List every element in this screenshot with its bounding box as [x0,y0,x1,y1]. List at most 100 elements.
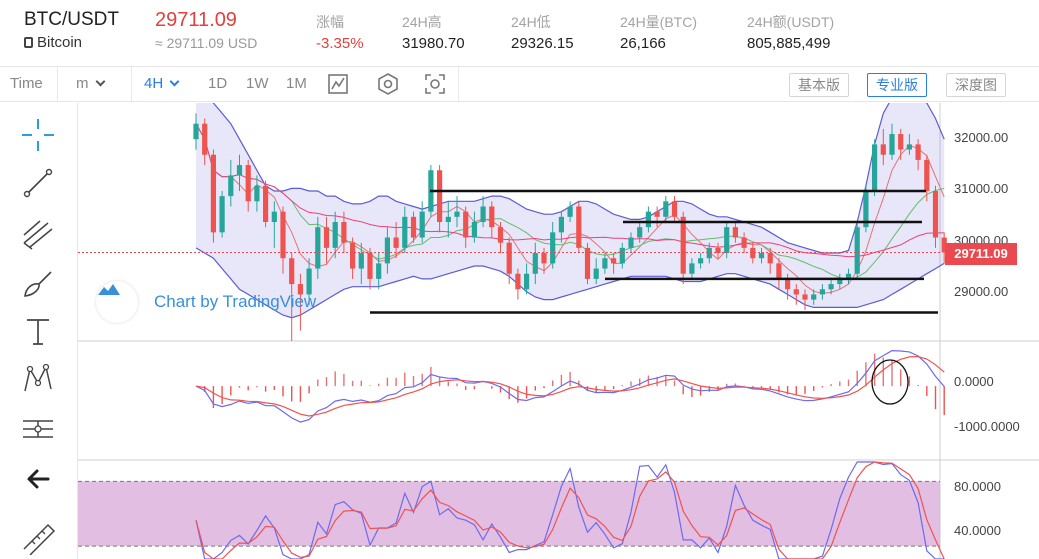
drawing-toolbar [0,103,78,559]
ma-slow-line [195,123,945,258]
candle-body [654,211,660,217]
candle-body [437,170,443,222]
candle-body [306,268,312,295]
candle-body [393,237,399,248]
candle-body [297,284,303,295]
candle-body [506,242,512,274]
candle-body [358,253,364,269]
macd-dea-line [195,355,945,417]
back-arrow-icon[interactable] [18,459,58,499]
candle-body [819,289,825,295]
ruler-icon[interactable] [18,515,58,555]
candle-body [776,263,782,279]
interval-4h-label: 4H [144,75,164,92]
brush-icon[interactable] [18,263,58,303]
candle-body [541,253,547,264]
coin-icon [24,37,33,48]
candle-body [350,242,356,269]
coin-name: Bitcoin [24,34,82,51]
candle-body [228,175,234,197]
candle-body [611,258,617,264]
candle-body [750,247,756,259]
candle-body [471,222,477,238]
candle-body [445,216,451,222]
candle-body [497,227,504,243]
candle-body [410,216,417,238]
candle-body [854,227,860,274]
chevron-down-icon [95,76,105,87]
view-basic-button[interactable]: 基本版 [789,73,849,97]
price-usd: ≈ 29711.09 USD [155,35,258,51]
low-value: 29326.15 [511,35,574,52]
candle-body [576,206,582,248]
candle-body [463,211,469,238]
price-axis-label: 29000.00 [954,284,1009,299]
candle-body [515,273,521,290]
current-price-tag: 29711.09 [945,243,1017,265]
candle-body [584,247,591,279]
rsi-axis-label: 80.0000 [954,479,1001,494]
chart-toolbar: Time m 4H 1D 1W 1M 基本版 专业版 深度图 [0,66,1039,102]
view-pro-button[interactable]: 专业版 [867,73,927,97]
minute-dropdown[interactable]: m [58,67,132,101]
candle-body [480,206,486,222]
time-button[interactable]: Time [0,67,58,101]
pitchfork-icon[interactable] [18,213,58,253]
interval-4h-dropdown[interactable]: 4H [144,67,202,101]
crosshair-icon[interactable] [18,115,58,155]
volume-value: 26,166 [620,35,666,52]
candle-body [793,289,799,295]
candle-body [663,201,669,217]
candle-body [637,227,643,238]
measure-icon[interactable] [18,409,58,449]
candle-body [932,190,939,238]
candle-body [619,247,625,264]
macd-axis-label: 0.0000 [954,374,994,389]
candle-body [767,253,773,264]
candle-body [210,154,216,233]
interval-1d[interactable]: 1D [208,75,228,92]
pattern-icon[interactable] [18,359,58,399]
candle-body [593,268,599,279]
view-depth-button[interactable]: 深度图 [946,73,1006,97]
candle-body [732,227,738,238]
candle-body [402,216,408,248]
tradingview-watermark[interactable]: Chart by TradingView [96,281,316,323]
screenshot-icon[interactable] [424,73,446,95]
candle-body [280,211,286,259]
chevron-down-icon [169,76,180,87]
candlestick-chart[interactable] [78,103,1039,559]
candle-body [550,232,556,264]
candle-body [828,284,834,290]
candle-body [628,237,634,248]
candle-body [785,278,791,290]
candle-body [332,222,338,248]
indicator-settings-icon[interactable] [377,73,399,95]
candle-body [376,263,382,279]
candle-body [419,211,425,238]
interval-1w[interactable]: 1W [246,75,269,92]
candle-body [219,196,225,233]
turnover-value: 805,885,499 [747,35,831,52]
chart-area[interactable]: Chart by TradingView 32000.00 31000.00 3… [78,103,1039,559]
ma-mid-line [195,123,945,281]
candle-body [706,247,712,259]
turnover-label: 24H额(USDT) [747,14,835,30]
candle-body [367,253,373,279]
annotation-circle [871,359,909,405]
candle-body [906,144,912,150]
candle-body [811,294,817,300]
candle-body [454,211,460,217]
candle-body [924,159,930,191]
interval-1m[interactable]: 1M [286,75,307,92]
candle-body [602,258,608,269]
candle-body [645,211,651,228]
trend-line-icon[interactable] [18,163,58,203]
high-value: 31980.70 [402,35,465,52]
change-label: 涨幅 [316,14,344,30]
candle-body [941,237,947,253]
candle-body [758,253,765,259]
ticker-header: BTC/USDT Bitcoin 29711.09 ≈ 29711.09 USD… [0,0,1039,66]
text-icon[interactable] [18,311,58,351]
chart-type-icon[interactable] [327,73,349,95]
